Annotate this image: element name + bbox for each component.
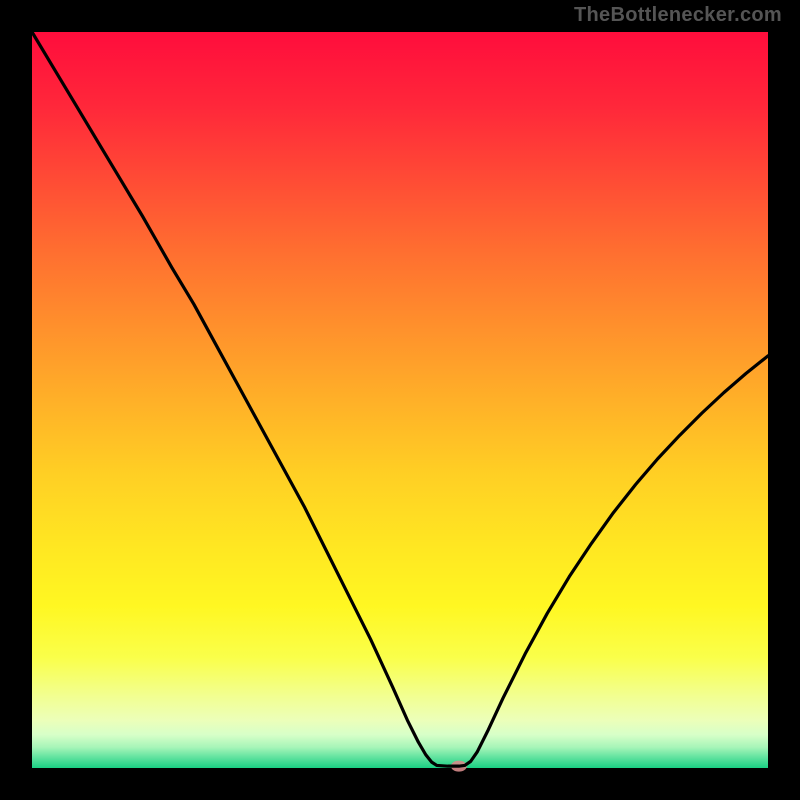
watermark-text: TheBottlenecker.com <box>574 4 782 27</box>
plot-background <box>32 32 768 768</box>
bottleneck-curve-chart <box>0 0 800 800</box>
chart-frame: { "watermark": { "text": "TheBottlenecke… <box>0 0 800 800</box>
